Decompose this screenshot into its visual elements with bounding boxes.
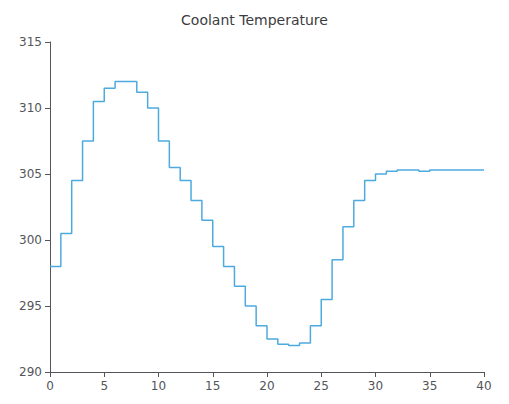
svg-text:315: 315 bbox=[19, 35, 42, 49]
svg-text:10: 10 bbox=[151, 379, 166, 393]
svg-text:305: 305 bbox=[19, 167, 42, 181]
svg-text:310: 310 bbox=[19, 101, 42, 115]
svg-text:Coolant Temperature: Coolant Temperature bbox=[181, 12, 328, 28]
svg-text:40: 40 bbox=[476, 379, 491, 393]
svg-text:295: 295 bbox=[19, 299, 42, 313]
svg-text:20: 20 bbox=[259, 379, 274, 393]
svg-text:290: 290 bbox=[19, 365, 42, 379]
svg-text:25: 25 bbox=[314, 379, 329, 393]
svg-text:0: 0 bbox=[46, 379, 54, 393]
svg-text:30: 30 bbox=[368, 379, 383, 393]
svg-text:300: 300 bbox=[19, 233, 42, 247]
svg-text:5: 5 bbox=[100, 379, 108, 393]
svg-text:35: 35 bbox=[422, 379, 437, 393]
svg-text:15: 15 bbox=[205, 379, 220, 393]
